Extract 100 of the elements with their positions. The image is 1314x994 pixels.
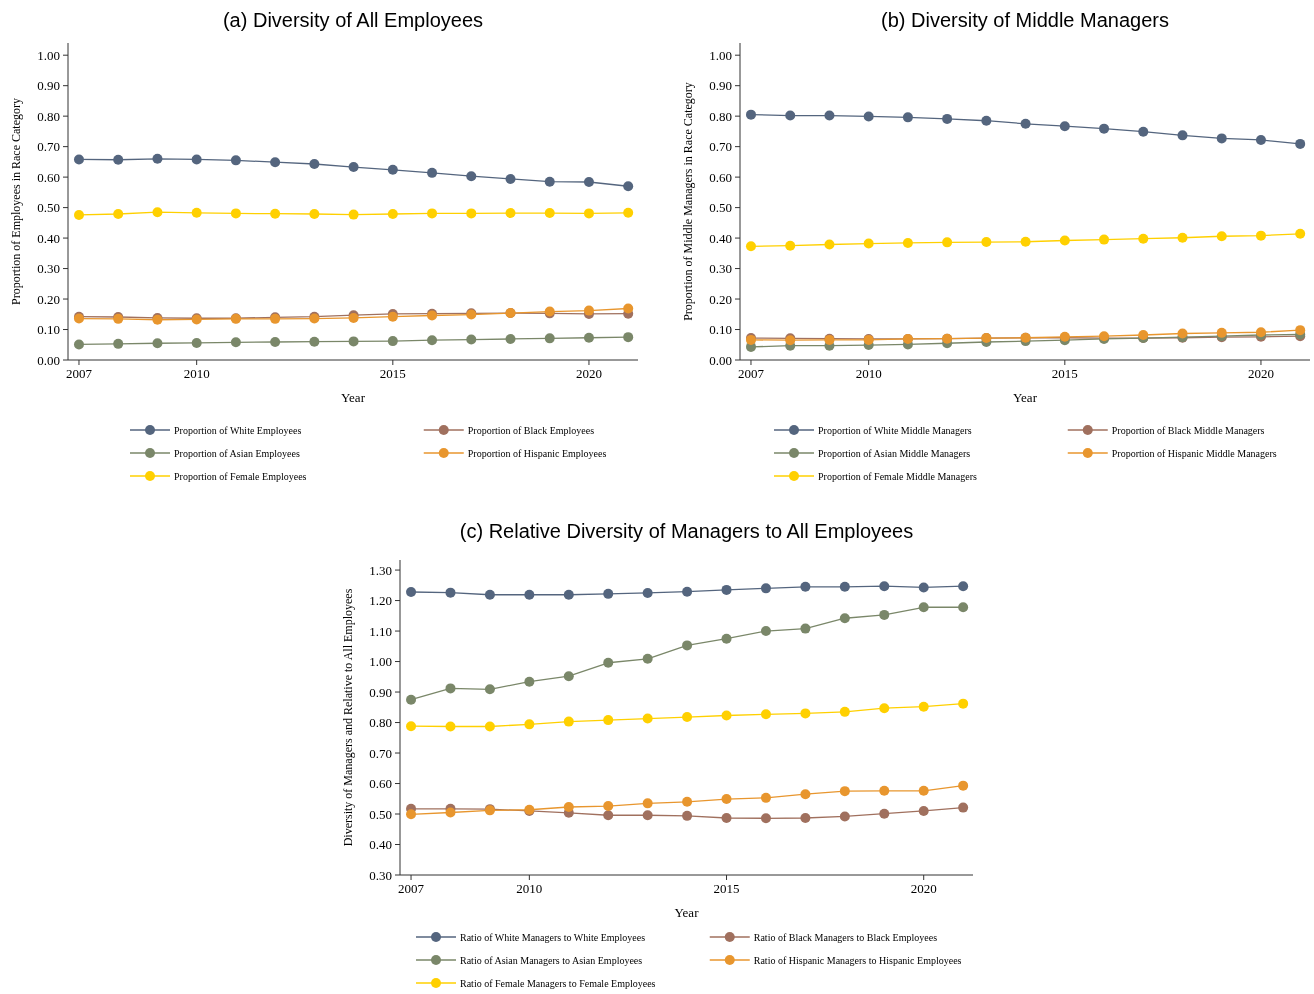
legend-label: Proportion of Black Middle Managers (1111, 424, 1265, 436)
point (824, 110, 835, 121)
point (721, 710, 732, 721)
point (309, 336, 320, 347)
point (863, 111, 874, 122)
point (879, 808, 890, 819)
point (918, 582, 929, 593)
point (1099, 234, 1110, 245)
legend-label: Proportion of Asian Employees (174, 447, 300, 459)
point (505, 333, 516, 344)
point (839, 706, 850, 717)
point (406, 721, 417, 732)
y-tick-label: 0.50 (37, 200, 60, 216)
point (863, 238, 874, 249)
point (721, 584, 732, 595)
point (524, 719, 535, 730)
y-tick-label: 0.50 (709, 200, 732, 216)
y-tick-label: 0.00 (37, 352, 60, 368)
point (484, 721, 495, 732)
x-tick-label: 2020 (575, 366, 602, 381)
x-axis-title: Year (341, 390, 366, 405)
point (1255, 230, 1266, 241)
legend-label: Proportion of Hispanic Employees (467, 447, 607, 459)
legend-label: Ratio of Asian Managers to Asian Employees (460, 954, 643, 966)
point (958, 581, 969, 592)
point (682, 586, 693, 597)
point (1216, 133, 1227, 144)
x-tick-label: 2020 (1247, 366, 1274, 381)
point (623, 303, 634, 314)
point (270, 337, 281, 348)
point (73, 339, 84, 350)
point (623, 181, 634, 192)
point (682, 640, 693, 651)
y-tick-label: 0.60 (369, 776, 392, 792)
y-axis-title: Diversity of Managers and Relative to All Employees (341, 588, 355, 847)
point (191, 337, 202, 348)
y-tick-label: 0.70 (369, 745, 392, 761)
x-tick-label: 2007 (398, 881, 425, 896)
point (445, 721, 456, 732)
point (387, 209, 398, 219)
y-tick-label: 0.80 (709, 108, 732, 124)
point (583, 332, 594, 343)
point (387, 164, 398, 175)
point (918, 785, 929, 796)
point (73, 154, 84, 165)
x-tick-label: 2010 (855, 366, 882, 381)
y-tick-label: 0.40 (37, 230, 60, 246)
y-tick-label: 0.70 (709, 139, 732, 155)
point (800, 708, 811, 719)
point (524, 676, 535, 687)
y-tick-label: 0.00 (709, 352, 732, 368)
point (544, 176, 555, 187)
legend-label: Proportion of Female Employees (174, 470, 307, 482)
point (642, 810, 653, 821)
point (427, 335, 438, 346)
point (427, 167, 438, 178)
point (445, 683, 456, 694)
point (583, 208, 594, 219)
point (445, 587, 456, 598)
point (800, 623, 811, 634)
legend-label: Proportion of White Employees (174, 424, 302, 436)
y-tick-label: 1.20 (369, 593, 392, 609)
point (309, 159, 320, 170)
point (1177, 232, 1188, 243)
y-tick-label: 0.20 (37, 291, 60, 307)
x-tick-label: 2007 (65, 366, 93, 381)
point (642, 798, 653, 809)
y-tick-label: 0.30 (37, 261, 60, 277)
point (879, 785, 890, 796)
point (1216, 231, 1227, 242)
point (1059, 235, 1070, 246)
y-tick-label: 0.30 (709, 261, 732, 277)
point (1020, 118, 1031, 129)
point (406, 587, 417, 598)
point (785, 240, 796, 251)
point (603, 801, 614, 812)
point (309, 209, 320, 219)
y-tick-label: 0.80 (369, 715, 392, 731)
point (942, 237, 953, 248)
point (981, 115, 992, 126)
point (1059, 121, 1070, 132)
point (642, 653, 653, 664)
point (760, 709, 771, 720)
point (760, 813, 771, 824)
point (544, 208, 555, 219)
point (406, 694, 417, 705)
point (466, 171, 477, 182)
chart-title: (b) Diversity of Middle Managers (881, 9, 1169, 31)
point (73, 209, 84, 220)
point (958, 698, 969, 709)
point (603, 810, 614, 821)
point (270, 208, 281, 219)
point (583, 176, 594, 187)
point (563, 671, 574, 682)
point (445, 807, 456, 818)
x-tick-label: 2010 (183, 366, 210, 381)
point (958, 802, 969, 813)
point (839, 581, 850, 592)
point (942, 113, 953, 124)
point (191, 154, 202, 165)
